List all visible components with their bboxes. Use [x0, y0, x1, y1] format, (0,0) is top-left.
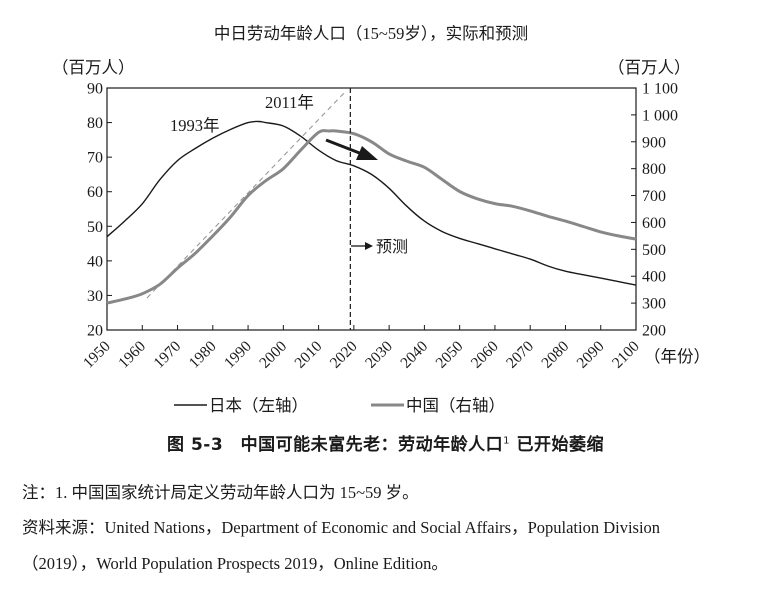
- left-tick-label: 90: [87, 81, 103, 98]
- china-series-line: [106, 129, 637, 305]
- right-tick-label: 600: [642, 215, 666, 232]
- caption-suffix: 已开始萎缩: [516, 435, 604, 455]
- x-axis-unit: （年份）: [644, 347, 710, 366]
- right-tick-label: 1 000: [642, 107, 678, 124]
- x-tick-label: 2080: [538, 338, 572, 372]
- left-tick-label: 30: [87, 288, 103, 305]
- x-tick-label: 2040: [397, 338, 431, 372]
- forecast-arrow-head: [365, 242, 373, 250]
- right-axis: 200 300 400 500 600 700 800 900 1 000 1 100: [631, 81, 678, 340]
- right-tick-label: 700: [642, 188, 666, 205]
- caption-note-mark: 1: [503, 435, 511, 447]
- left-axis-unit: （百万人）: [52, 58, 135, 77]
- right-tick-label: 1 100: [642, 81, 678, 98]
- trend-line-2011: [146, 91, 346, 299]
- caption-main: 图 5-3 中国可能未富先老：劳动年龄人口: [167, 435, 504, 455]
- figure-caption: 图 5-3 中国可能未富先老：劳动年龄人口1 已开始萎缩: [0, 430, 771, 455]
- legend-japan-label: 日本（左轴）: [209, 396, 308, 415]
- right-tick-label: 400: [642, 269, 666, 286]
- x-tick-label: 2050: [433, 338, 467, 372]
- labor-population-chart: 中日劳动年龄人口（15~59岁），实际和预测 （百万人） （百万人） （年份） …: [52, 24, 710, 415]
- x-tick-label: 1970: [150, 338, 184, 372]
- x-tick-label: 2060: [468, 338, 502, 372]
- x-tick-label: 2010: [291, 338, 325, 372]
- x-axis: 1950 1960 1970 1980 1990 2000 2010 2020 2030 2040…: [80, 325, 643, 372]
- peak-1993-label: 1993年: [170, 116, 220, 135]
- x-tick-label: 2020: [327, 338, 361, 372]
- right-tick-label: 500: [642, 242, 666, 259]
- note-source-cont: （2019），World Population Prospects 2019，O…: [22, 554, 448, 573]
- legend-china-label: 中国（右轴）: [406, 396, 505, 415]
- x-tick-label: 2090: [574, 338, 608, 372]
- x-tick-label: 1980: [186, 338, 220, 372]
- right-axis-unit: （百万人）: [608, 58, 691, 77]
- left-tick-label: 80: [87, 115, 103, 132]
- left-axis: 20 30 40 50 60 70 80 90: [87, 81, 112, 340]
- chart-title: 中日劳动年龄人口（15~59岁），实际和预测: [214, 24, 528, 43]
- left-tick-label: 70: [87, 150, 103, 167]
- note-source: 资料来源：United Nations，Department of Econom…: [22, 518, 661, 537]
- right-tick-label: 800: [642, 161, 666, 178]
- series-layer: [106, 120, 637, 305]
- japan-series-line: [106, 120, 637, 286]
- right-tick-label: 900: [642, 134, 666, 151]
- x-tick-label: 1960: [115, 338, 149, 372]
- x-tick-label: 2100: [609, 338, 643, 372]
- note-definition: 注：1. 中国国家统计局定义劳动年龄人口为 15~59 岁。: [22, 483, 419, 502]
- x-tick-label: 2000: [256, 338, 290, 372]
- year-2011-label: 2011年: [265, 93, 314, 112]
- x-tick-label: 1990: [221, 338, 255, 372]
- left-tick-label: 40: [87, 253, 103, 270]
- right-tick-label: 200: [642, 323, 666, 340]
- left-tick-label: 50: [87, 219, 103, 236]
- plot-frame: [106, 87, 637, 331]
- decline-arrow-head: [356, 146, 378, 160]
- decline-arrow: [325, 138, 363, 156]
- left-tick-label: 20: [87, 323, 103, 340]
- x-tick-label: 2070: [503, 338, 537, 372]
- x-tick-label: 2030: [362, 338, 396, 372]
- x-tick-label: 1950: [80, 338, 114, 372]
- forecast-label: 预测: [376, 238, 408, 256]
- left-tick-label: 60: [87, 184, 103, 201]
- right-tick-label: 300: [642, 296, 666, 313]
